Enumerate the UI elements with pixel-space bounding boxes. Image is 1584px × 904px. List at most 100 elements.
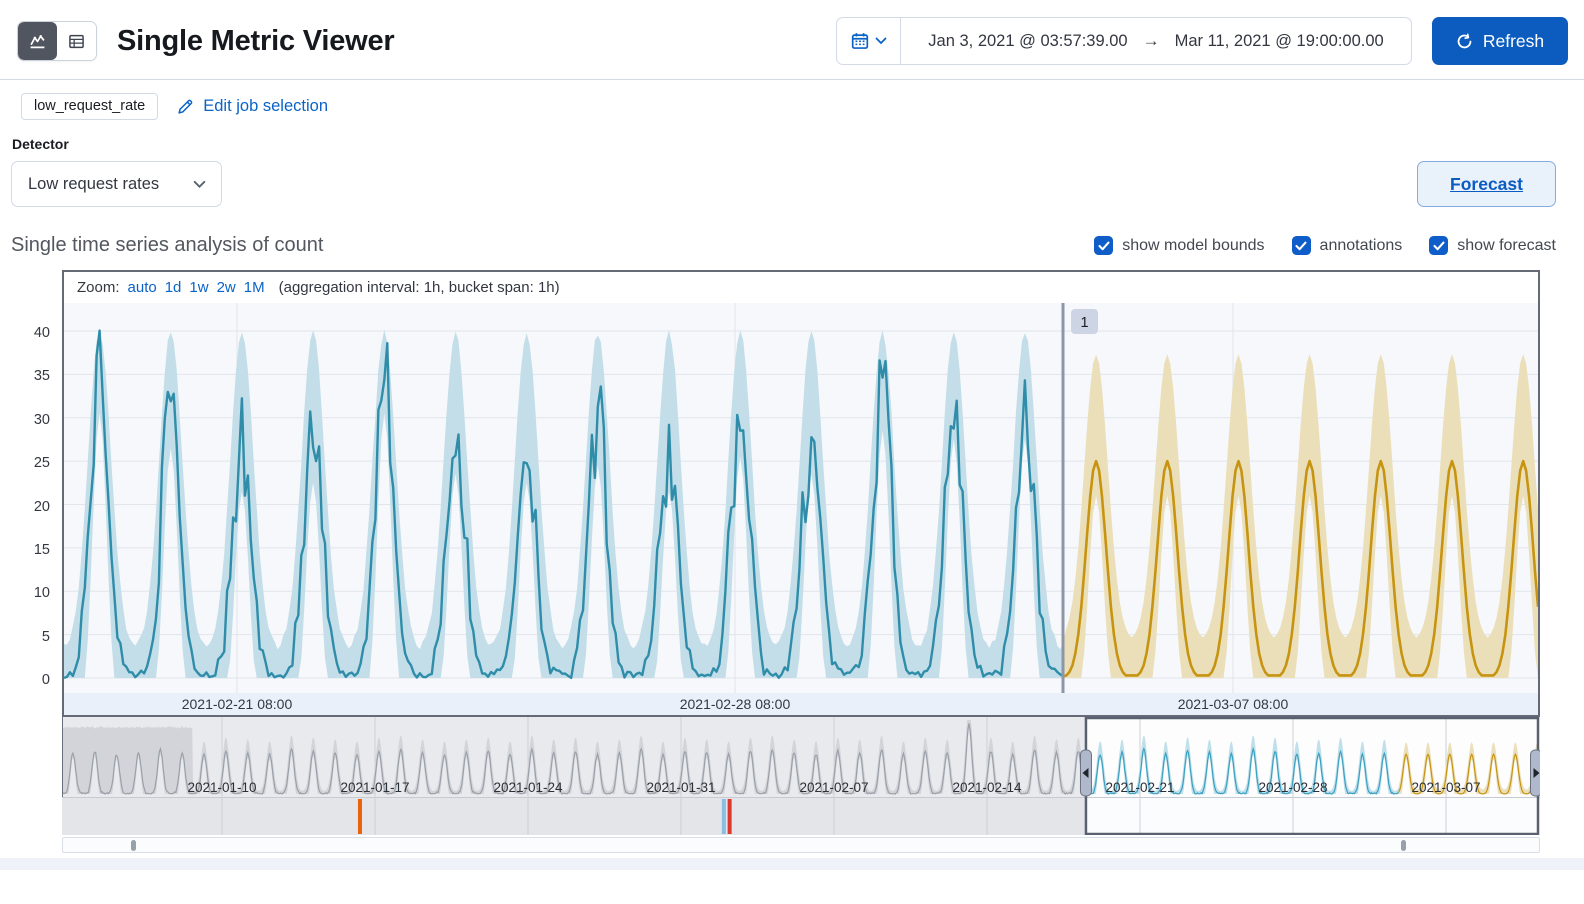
checkbox-label: annotations [1319, 236, 1403, 254]
main-chart-box: Zoom: auto 1d 1w 2w 1M (aggregation interval… [62, 270, 1540, 717]
anomaly-marker-critical [727, 799, 732, 834]
context-tick-label: 2021-02-21 [1105, 780, 1174, 795]
anomaly-marker-major [357, 799, 362, 834]
chart-option-checkboxes: show model bounds annotations show forec… [1094, 236, 1556, 255]
view-toggle-group [17, 21, 97, 61]
x-tick-label: 2021-03-07 08:00 [1178, 696, 1289, 712]
chevron-down-icon [193, 180, 206, 189]
swimlane-bg-selected [1085, 798, 1540, 835]
swimlane-bg-unselected [62, 798, 1086, 835]
y-tick-label: 25 [33, 455, 50, 472]
brush-handle-left-arrow-icon [1082, 768, 1089, 778]
x-tick-label: 2021-02-28 08:00 [680, 696, 791, 712]
table-view-button[interactable] [57, 22, 96, 60]
anomaly-marker-info [721, 799, 726, 834]
refresh-icon [1456, 32, 1473, 50]
zoom-bar: Zoom: auto 1d 1w 2w 1M (aggregation interval… [64, 272, 1538, 303]
y-tick-label: 15 [33, 541, 50, 558]
zoom-label: Zoom: [77, 279, 120, 296]
context-plot[interactable]: 2021-01-10 2021-01-17 2021-01-24 2021-01-31… [62, 717, 1540, 835]
end-date[interactable]: Mar 11, 2021 @ 19:00:00.00 [1174, 31, 1384, 50]
detector-row: Detector Low request rates Forecast [0, 128, 1584, 207]
x-axis-strip [64, 693, 1538, 715]
refresh-label: Refresh [1482, 30, 1545, 51]
edit-job-selection-link[interactable]: Edit job selection [177, 97, 328, 116]
chart-view-button[interactable] [18, 22, 57, 60]
x-tick-label: 2021-02-21 08:00 [182, 696, 293, 712]
main-plot[interactable]: 2021-02-21 08:00 2021-02-28 08:00 2021-03-… [64, 303, 1538, 715]
zoom-links: auto 1d 1w 2w 1M [128, 279, 265, 296]
aggregation-info: (aggregation interval: 1h, bucket span: … [278, 279, 560, 296]
checkbox-checked-icon [1291, 236, 1311, 255]
zoom-option-auto[interactable]: auto [127, 279, 157, 296]
context-tick-label: 2021-02-07 [799, 780, 868, 795]
checkbox-label: show model bounds [1122, 236, 1265, 254]
y-tick-label: 20 [33, 498, 50, 515]
y-tick-label: 5 [41, 628, 50, 645]
table-icon [68, 33, 85, 50]
context-tick-label: 2021-01-10 [187, 780, 256, 795]
show-model-bounds-checkbox[interactable]: show model bounds [1094, 236, 1265, 255]
annotations-checkbox[interactable]: annotations [1291, 236, 1403, 255]
context-tick-label: 2021-01-31 [646, 780, 715, 795]
chevron-down-icon [875, 37, 887, 45]
date-range-display: Jan 3, 2021 @ 03:57:39.00 → Mar 11, 2021… [901, 18, 1411, 64]
brush-handle-right-arrow-icon [1533, 768, 1540, 778]
annotation-badge[interactable] [1071, 309, 1098, 334]
observed-series-line [64, 329, 1065, 680]
top-bar: Single Metric Viewer Jan 3, 2021 @ 03:57… [0, 0, 1584, 79]
context-tick-label: 2021-02-28 [1258, 780, 1327, 795]
context-tick-label: 2021-01-24 [493, 780, 563, 795]
annotation-badge-label: 1 [1080, 315, 1088, 331]
arrow-right-icon: → [1142, 31, 1160, 50]
y-tick-label: 35 [33, 368, 50, 385]
detector-selected-value: Low request rates [28, 174, 160, 193]
page-bottom-strip [0, 858, 1584, 870]
forecast-button[interactable]: Forecast [1417, 161, 1556, 207]
date-picker-quick-menu[interactable] [837, 18, 901, 64]
context-chart-region: 2021-01-10 2021-01-17 2021-01-24 2021-01-31… [62, 717, 1540, 835]
scrollbar-handle[interactable] [130, 840, 136, 851]
job-id-badge: low_request_rate [21, 93, 159, 120]
start-date[interactable]: Jan 3, 2021 @ 03:57:39.00 [928, 31, 1128, 50]
page-title: Single Metric Viewer [117, 24, 395, 57]
y-tick-label: 40 [33, 325, 50, 341]
show-forecast-checkbox[interactable]: show forecast [1429, 236, 1556, 255]
edit-job-selection-label: Edit job selection [203, 97, 328, 115]
y-tick-label: 0 [41, 672, 50, 688]
calendar-icon [851, 32, 869, 50]
context-tick-label: 2021-02-14 [952, 780, 1022, 795]
zoom-option-1w[interactable]: 1w [189, 279, 209, 296]
model-bounds-band [64, 329, 1064, 678]
main-chart-region: 0 5 10 15 20 25 30 35 40 Zoom: auto 1d 1w 2w 1M (agg… [34, 270, 1540, 717]
context-band-actual [1085, 735, 1400, 794]
job-row: low_request_rate Edit job selection [0, 80, 1584, 128]
refresh-button[interactable]: Refresh [1432, 17, 1568, 65]
detector-label: Detector [12, 136, 69, 152]
analysis-row: Single time series analysis of count sho… [0, 207, 1584, 268]
y-axis-labels: 0 5 10 15 20 25 30 35 40 [0, 270, 50, 717]
checkbox-checked-icon [1094, 236, 1114, 255]
pencil-icon [177, 98, 194, 115]
context-tick-label: 2021-01-17 [340, 780, 409, 795]
y-tick-label: 30 [33, 411, 50, 428]
checkbox-checked-icon [1429, 236, 1449, 255]
context-line-actual [1085, 746, 1401, 795]
context-tick-label: 2021-03-07 [1411, 780, 1480, 795]
time-scrollbar[interactable] [62, 837, 1540, 853]
date-range-picker: Jan 3, 2021 @ 03:57:39.00 → Mar 11, 2021… [836, 17, 1412, 65]
checkbox-label: show forecast [1457, 236, 1556, 254]
header-divider [0, 79, 1584, 80]
zoom-option-2w[interactable]: 2w [216, 279, 236, 296]
analysis-heading: Single time series analysis of count [11, 234, 324, 256]
scrollbar-handle[interactable] [1400, 840, 1406, 851]
detector-select[interactable]: Low request rates [11, 161, 222, 207]
line-chart-icon [29, 33, 46, 50]
context-line-forecast [1398, 752, 1540, 795]
zoom-option-1d[interactable]: 1d [164, 279, 182, 296]
forecast-series-line [1063, 459, 1538, 678]
context-line-unselected [62, 723, 1087, 795]
y-tick-label: 10 [33, 585, 50, 602]
zoom-option-1M[interactable]: 1M [243, 279, 265, 296]
